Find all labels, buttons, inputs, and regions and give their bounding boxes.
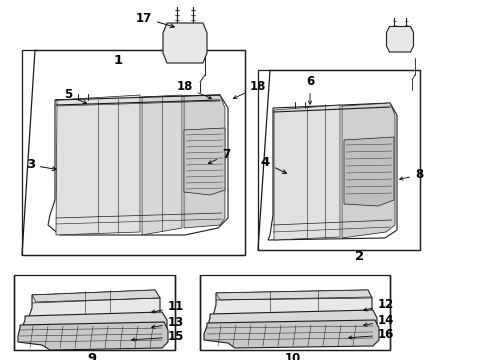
Text: 17: 17 (136, 12, 174, 28)
Polygon shape (273, 105, 339, 240)
Text: 3: 3 (26, 158, 56, 171)
Text: 18: 18 (176, 81, 211, 99)
Bar (200, 275, 389, 350)
Polygon shape (267, 103, 396, 240)
Text: 8: 8 (399, 168, 423, 181)
Text: 18: 18 (233, 81, 266, 99)
Text: 16: 16 (348, 328, 393, 342)
Polygon shape (207, 310, 376, 334)
Polygon shape (32, 290, 160, 302)
Polygon shape (56, 95, 140, 235)
Polygon shape (343, 137, 393, 206)
Text: 11: 11 (151, 301, 184, 314)
Polygon shape (386, 27, 413, 52)
Text: 13: 13 (151, 316, 184, 329)
Polygon shape (22, 312, 167, 336)
Text: 14: 14 (363, 315, 393, 328)
Polygon shape (183, 95, 224, 228)
Text: 10: 10 (285, 351, 301, 360)
Polygon shape (163, 23, 206, 63)
Text: 6: 6 (305, 75, 313, 104)
Polygon shape (18, 322, 168, 350)
Polygon shape (183, 128, 224, 195)
Bar (258, 70, 419, 250)
Bar (14, 275, 175, 350)
Text: 9: 9 (87, 351, 96, 360)
Text: 7: 7 (208, 148, 230, 163)
Polygon shape (213, 290, 371, 322)
Text: 4: 4 (260, 157, 286, 174)
Polygon shape (142, 95, 182, 235)
Polygon shape (203, 320, 378, 348)
Polygon shape (48, 95, 227, 235)
Polygon shape (28, 290, 160, 324)
Bar (22, 50, 244, 255)
Polygon shape (216, 290, 371, 300)
Text: 5: 5 (63, 89, 86, 104)
Polygon shape (341, 103, 394, 238)
Text: 2: 2 (355, 251, 364, 264)
Text: 12: 12 (363, 298, 393, 311)
Text: 1: 1 (113, 54, 122, 67)
Text: 15: 15 (131, 330, 184, 343)
